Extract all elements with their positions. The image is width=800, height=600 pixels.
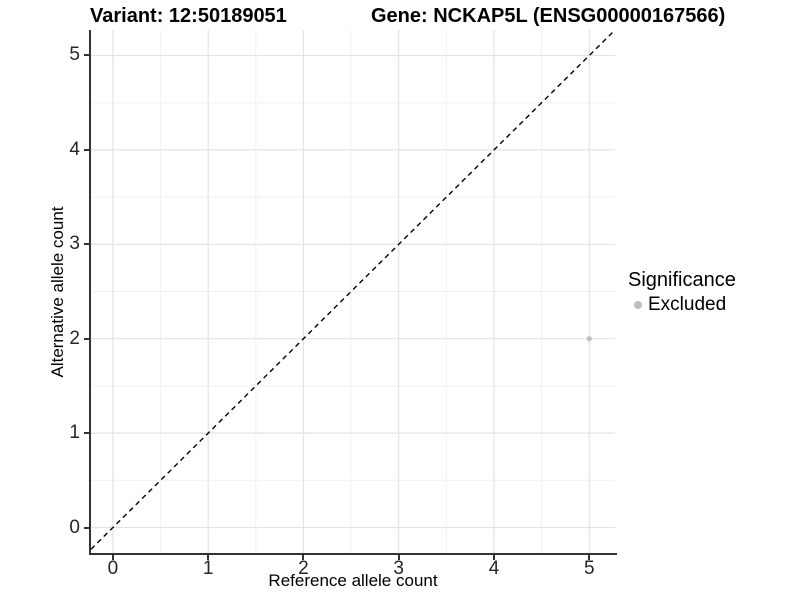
x-tick-label: 1 xyxy=(202,558,214,579)
legend-title: Significance xyxy=(628,269,736,291)
legend-item: Excluded xyxy=(628,294,736,316)
x-axis-line xyxy=(89,553,617,555)
y-tick-label: 1 xyxy=(69,422,80,444)
y-axis-line xyxy=(89,30,91,555)
y-tick-label: 0 xyxy=(69,516,80,538)
identity-line xyxy=(91,30,615,550)
y-axis-title: Alternative allele count xyxy=(48,206,67,378)
legend-point-icon xyxy=(634,301,642,309)
y-tick-mark xyxy=(84,54,89,57)
x-tick-mark xyxy=(111,555,114,560)
y-tick-mark xyxy=(84,337,89,340)
x-tick-mark xyxy=(207,555,210,560)
y-tick-mark xyxy=(84,148,89,151)
y-tick-mark xyxy=(84,432,89,435)
x-tick-label: 5 xyxy=(583,558,595,579)
x-axis-title: Reference allele count xyxy=(268,571,438,590)
plot-panel xyxy=(91,30,615,553)
legend-items: Excluded xyxy=(628,294,736,316)
x-tick-mark xyxy=(397,555,400,560)
x-tick-label: 3 xyxy=(393,558,405,579)
y-tick-mark xyxy=(84,526,89,529)
legend: Significance Excluded xyxy=(628,268,736,316)
y-tick-label: 5 xyxy=(69,44,80,66)
y-tick-label: 4 xyxy=(69,138,80,160)
scatter-plot xyxy=(91,30,615,553)
x-tick-label: 4 xyxy=(488,558,500,579)
x-tick-label: 2 xyxy=(298,558,309,579)
y-tick-label: 2 xyxy=(69,327,80,349)
plot-title-variant: Variant: 12:50189051 xyxy=(90,5,287,27)
x-tick-label: 0 xyxy=(107,558,119,579)
x-tick-mark xyxy=(493,555,495,560)
legend-item-label: Excluded xyxy=(648,294,727,315)
data-point xyxy=(586,336,592,342)
plot-title-gene: Gene: NCKAP5L (ENSG00000167566) xyxy=(371,5,726,27)
y-tick-label: 3 xyxy=(69,233,80,255)
x-tick-mark xyxy=(302,555,305,560)
x-tick-mark xyxy=(588,555,591,560)
y-tick-mark xyxy=(84,243,89,246)
